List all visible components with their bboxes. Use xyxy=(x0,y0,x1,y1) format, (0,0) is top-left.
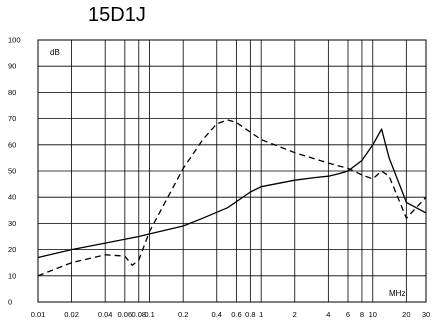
plot-frame xyxy=(37,39,427,303)
y-tick-label: 10 xyxy=(8,271,16,280)
y-tick-label: 60 xyxy=(8,140,16,149)
x-tick-label: 1 xyxy=(259,310,263,319)
y-tick-label: 0 xyxy=(8,298,12,307)
x-axis-unit-label: MHz xyxy=(389,289,405,298)
x-tick-label: 6 xyxy=(346,310,350,319)
y-tick-label: 90 xyxy=(8,62,16,71)
x-tick-label: 0.4 xyxy=(212,310,222,319)
solid-series-line xyxy=(37,128,427,259)
y-tick-labels: 0 10 20 30 40 50 60 70 80 90 100 xyxy=(8,36,21,307)
x-tick-label: 10 xyxy=(369,310,377,319)
x-tick-label: 0.01 xyxy=(31,310,46,319)
x-tick-label: 30 xyxy=(422,310,430,319)
x-tick-label: 0.8 xyxy=(245,310,255,319)
grid xyxy=(37,39,427,303)
x-tick-label: 0.06 xyxy=(118,310,133,319)
x-tick-label: 8 xyxy=(360,310,364,319)
x-tick-label: 0.08 xyxy=(131,310,146,319)
y-tick-label: 20 xyxy=(8,245,16,254)
x-tick-labels: 0.01 0.02 0.04 0.06 0.080.1 0.2 0.4 0.6 0.8 1 2 4 6 8… xyxy=(31,310,430,319)
x-tick-label: 2 xyxy=(293,310,297,319)
x-tick-label: 0.02 xyxy=(64,310,79,319)
dashed-series-line xyxy=(37,119,427,277)
y-tick-label: 30 xyxy=(8,219,16,228)
chart-title: 15D1J xyxy=(88,4,146,26)
y-tick-label: 100 xyxy=(8,36,21,45)
series-group xyxy=(37,119,427,277)
x-tick-label: 0.2 xyxy=(178,310,188,319)
x-tick-label: 0.1 xyxy=(144,310,154,319)
y-tick-label: 50 xyxy=(8,167,16,176)
y-tick-label: 40 xyxy=(8,193,16,202)
x-tick-label: 0.04 xyxy=(98,310,113,319)
y-tick-label: 70 xyxy=(8,114,16,123)
x-tick-label: 4 xyxy=(326,310,330,319)
x-tick-label: 20 xyxy=(402,310,410,319)
y-tick-label: 80 xyxy=(8,88,16,97)
y-axis-unit-label: dB xyxy=(50,48,60,57)
x-tick-label: 0.6 xyxy=(231,310,241,319)
